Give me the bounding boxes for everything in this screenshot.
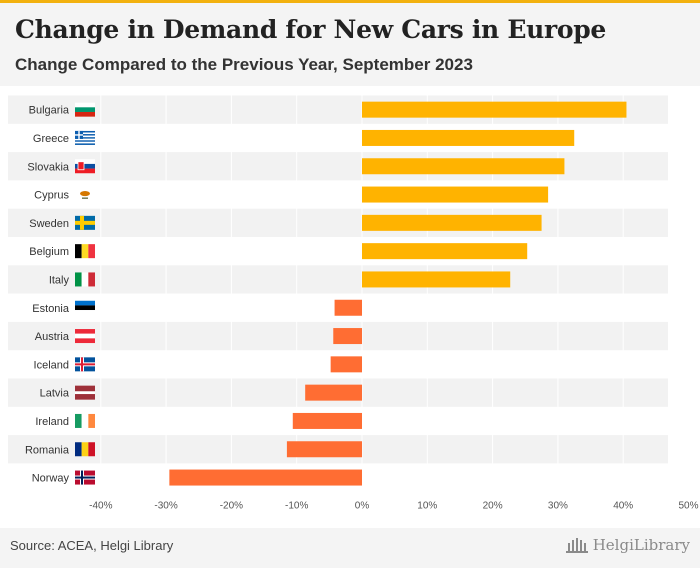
bulgaria-flag-icon: [75, 102, 95, 117]
category-label: Sweden: [29, 218, 69, 230]
brand-logo: HelgiLibrary: [565, 536, 690, 554]
bar-norway: [169, 469, 362, 486]
category-label: Bulgaria: [29, 105, 70, 117]
iceland-flag-icon: [75, 357, 95, 372]
category-label: Belgium: [29, 246, 69, 258]
category-label: Iceland: [34, 359, 69, 371]
x-tick-label: 30%: [548, 501, 568, 512]
bar-ireland: [292, 412, 362, 429]
x-tick-label: -10%: [285, 501, 308, 512]
source-note: Source: ACEA, Helgi Library: [10, 538, 174, 553]
bar-belgium: [362, 243, 528, 260]
x-tick-label: -40%: [89, 501, 112, 512]
category-label: Greece: [33, 133, 69, 145]
slovakia-flag-icon: [75, 159, 95, 174]
row-stripe: [8, 152, 668, 181]
bar-romania: [286, 441, 362, 458]
x-tick-label: 50%: [678, 501, 698, 512]
chart-title: Change in Demand for New Cars in Europe: [15, 15, 606, 44]
x-tick-label: 10%: [417, 501, 437, 512]
belgium-flag-icon: [75, 244, 95, 259]
x-tick-label: -20%: [220, 501, 243, 512]
category-label: Austria: [35, 331, 70, 343]
greece-flag-icon: [75, 130, 95, 145]
category-label: Ireland: [35, 416, 69, 428]
category-label: Cyprus: [34, 190, 69, 202]
norway-flag-icon: [75, 470, 95, 485]
category-label: Slovakia: [27, 161, 69, 173]
bar-chart: Bulgaria Greece Slovakia Cyprus Sweden Belgiu…: [8, 95, 699, 512]
row-stripe: [8, 265, 668, 294]
italy-flag-icon: [75, 272, 95, 287]
cyprus-flag-icon: [75, 187, 95, 202]
category-label: Latvia: [40, 388, 70, 400]
top-accent-rule: [0, 0, 700, 3]
x-tick-label: 40%: [613, 501, 633, 512]
bar-latvia: [305, 384, 362, 401]
chart-header: Change in Demand for New Cars in Europe …: [0, 3, 700, 86]
chart-subtitle: Change Compared to the Previous Year, Se…: [15, 55, 473, 74]
sweden-flag-icon: [75, 215, 95, 230]
category-label: Romania: [25, 444, 70, 456]
x-tick-label: 20%: [483, 501, 503, 512]
latvia-flag-icon: [75, 385, 95, 400]
chart-footer: Source: ACEA, Helgi Library HelgiLibrary: [0, 528, 700, 568]
bar-greece: [362, 129, 575, 146]
row-stripe: [8, 208, 668, 237]
bar-iceland: [330, 356, 362, 373]
bar-italy: [362, 271, 511, 288]
brand-name: HelgiLibrary: [592, 536, 690, 554]
bar-bulgaria: [362, 101, 627, 118]
category-label: Estonia: [32, 303, 70, 315]
bar-austria: [333, 328, 362, 345]
romania-flag-icon: [75, 442, 95, 457]
x-tick-label: -30%: [154, 501, 177, 512]
ireland-flag-icon: [75, 413, 95, 428]
bar-sweden: [362, 214, 542, 231]
category-label: Italy: [49, 274, 70, 286]
bar-slovakia: [362, 158, 565, 175]
estonia-flag-icon: [75, 300, 95, 315]
austria-flag-icon: [75, 329, 95, 344]
bar-estonia: [334, 299, 362, 316]
x-tick-label: 0%: [355, 501, 370, 512]
library-building-icon: [565, 538, 588, 553]
bar-cyprus: [362, 186, 549, 203]
category-label: Norway: [32, 473, 70, 485]
